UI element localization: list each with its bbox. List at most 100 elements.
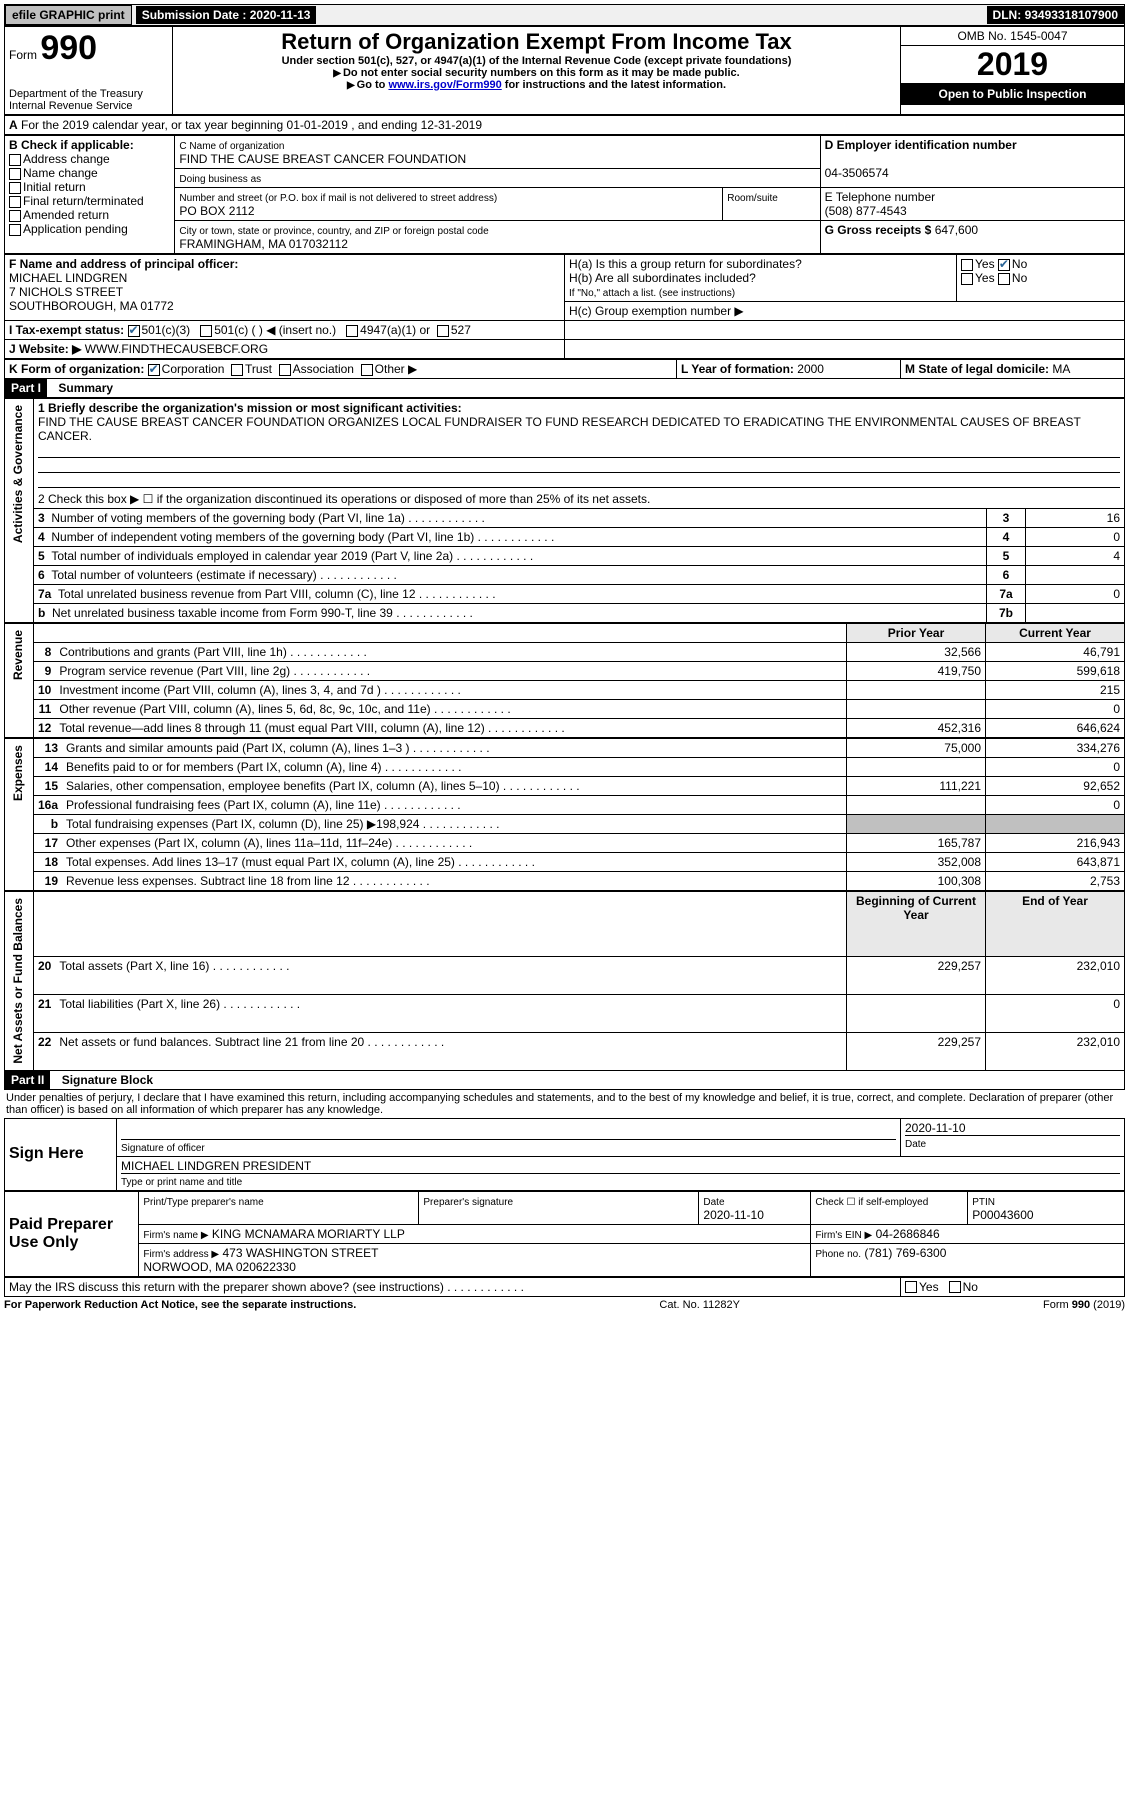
527: 527: [451, 323, 471, 337]
firm-name: KING MCNAMARA MORIARTY LLP: [212, 1227, 405, 1241]
pending-cb[interactable]: [9, 224, 21, 236]
expense-table: Expenses13Grants and similar amounts pai…: [4, 738, 1125, 891]
form-number: 990: [40, 29, 97, 67]
final-return: Final return/terminated: [23, 194, 144, 208]
preparer-block: Paid Preparer Use Only Print/Type prepar…: [4, 1191, 1125, 1277]
ha-no-cb[interactable]: [998, 259, 1010, 271]
gross-label: G Gross receipts $: [825, 223, 932, 237]
prep-phone-label: Phone no.: [815, 1249, 861, 1260]
boxm-label: M State of legal domicile:: [905, 362, 1049, 376]
period-row: A For the 2019 calendar year, or tax yea…: [4, 115, 1125, 135]
subdate: Submission Date : 2020-11-13: [136, 6, 317, 24]
mission: FIND THE CAUSE BREAST CANCER FOUNDATION …: [38, 415, 1081, 443]
note2-post: for instructions and the latest informat…: [502, 79, 726, 91]
note2-pre: Go to: [357, 79, 389, 91]
addr: PO BOX 2112: [179, 204, 254, 218]
initial-cb[interactable]: [9, 182, 21, 194]
subdate-label: Submission Date :: [142, 8, 247, 22]
type-label: Type or print name and title: [121, 1177, 242, 1188]
prep-date: 2020-11-10: [703, 1208, 764, 1222]
corp: Corporation: [162, 362, 225, 376]
part2-subtitle: Signature Block: [62, 1073, 153, 1087]
hb-yes-cb[interactable]: [961, 273, 973, 285]
footer-right: Form 990 (2019): [1043, 1299, 1125, 1311]
hb-no: No: [1012, 271, 1027, 285]
hb-yes: Yes: [975, 271, 995, 285]
prep-sig-label: Preparer's signature: [423, 1197, 513, 1208]
assoc: Association: [293, 362, 354, 376]
note1: Do not enter social security numbers on …: [343, 67, 740, 79]
part1-subtitle: Summary: [58, 381, 113, 395]
tax-year: 2019: [901, 46, 1124, 83]
top-bar: efile GRAPHIC print Submission Date : 20…: [4, 4, 1125, 26]
city-label: City or town, state or province, country…: [179, 226, 488, 237]
assoc-cb[interactable]: [279, 364, 291, 376]
netassets-table: Net Assets or Fund BalancesBeginning of …: [4, 891, 1125, 1071]
ha-yes: Yes: [975, 257, 995, 271]
firm-addr-label: Firm's address ▶: [143, 1249, 219, 1260]
501c3: 501(c)(3): [142, 323, 191, 337]
hc: H(c) Group exemption number ▶: [569, 304, 744, 318]
ptin-label: PTIN: [972, 1197, 995, 1208]
sign-block: Sign Here Signature of officer 2020-11-1…: [4, 1118, 1125, 1191]
ha-yes-cb[interactable]: [961, 259, 973, 271]
name-label: C Name of organization: [179, 141, 284, 152]
discuss-text: May the IRS discuss this return with the…: [9, 1280, 444, 1294]
klm-row: K Form of organization: Corporation Trus…: [4, 359, 1125, 379]
gross-value: 647,600: [935, 223, 978, 237]
officer-name: MICHAEL LINDGREN: [9, 271, 127, 285]
trust-cb[interactable]: [231, 364, 243, 376]
discuss-no: No: [963, 1280, 978, 1294]
501c-cb[interactable]: [200, 325, 212, 337]
boxl-label: L Year of formation:: [681, 362, 794, 376]
527-cb[interactable]: [437, 325, 449, 337]
header-table: Form 990 Department of the Treasury Inte…: [4, 26, 1125, 115]
pending: Application pending: [23, 222, 128, 236]
final-cb[interactable]: [9, 196, 21, 208]
officer-h-grid: F Name and address of principal officer:…: [4, 254, 1125, 359]
dln-value: 93493318107900: [1025, 8, 1118, 22]
boxb-label: B Check if applicable:: [9, 138, 134, 152]
room-label: Room/suite: [727, 193, 778, 204]
dept: Department of the Treasury Internal Reve…: [9, 88, 168, 112]
ha-no: No: [1012, 257, 1027, 271]
amended-cb[interactable]: [9, 210, 21, 222]
discuss-yes: Yes: [919, 1280, 939, 1294]
hb-note: If "No," attach a list. (see instruction…: [569, 288, 735, 299]
domicile: MA: [1052, 362, 1070, 376]
subtitle: Under section 501(c), 527, or 4947(a)(1)…: [177, 55, 896, 67]
subdate-value: 2020-11-13: [250, 8, 311, 22]
other-cb[interactable]: [361, 364, 373, 376]
ha: H(a) Is this a group return for subordin…: [569, 257, 802, 271]
firm-ein-label: Firm's EIN ▶: [815, 1230, 872, 1241]
boxj-label: J Website: ▶: [9, 342, 81, 356]
501c: 501(c) ( ) ◀ (insert no.): [214, 323, 336, 337]
discuss-yes-cb[interactable]: [905, 1281, 917, 1293]
ptin: P00043600: [972, 1208, 1033, 1222]
4947: 4947(a)(1) or: [360, 323, 430, 337]
name-change-cb[interactable]: [9, 168, 21, 180]
ag-label: Activities & Governance: [9, 401, 27, 547]
revenue-table: RevenuePrior YearCurrent Year8Contributi…: [4, 623, 1125, 738]
discuss-no-cb[interactable]: [949, 1281, 961, 1293]
open-public: Open to Public Inspection: [901, 83, 1124, 105]
corp-cb[interactable]: [148, 364, 160, 376]
hb: H(b) Are all subordinates included?: [569, 271, 756, 285]
main-title: Return of Organization Exempt From Incom…: [177, 29, 896, 55]
amended: Amended return: [23, 208, 109, 222]
city: FRAMINGHAM, MA 017032112: [179, 237, 348, 251]
efile-btn[interactable]: efile GRAPHIC print: [5, 5, 132, 25]
dln-label: DLN:: [993, 8, 1022, 22]
501c3-cb[interactable]: [128, 325, 140, 337]
4947-cb[interactable]: [346, 325, 358, 337]
sig-date: 2020-11-10: [905, 1121, 1120, 1136]
declaration: Under penalties of perjury, I declare th…: [4, 1090, 1125, 1118]
sign-here: Sign Here: [5, 1118, 117, 1190]
footer: For Paperwork Reduction Act Notice, see …: [4, 1297, 1125, 1311]
addr-change-cb[interactable]: [9, 154, 21, 166]
instructions-link[interactable]: www.irs.gov/Form990: [388, 79, 501, 91]
officer-addr2: SOUTHBOROUGH, MA 01772: [9, 299, 174, 313]
website: WWW.FINDTHECAUSEBCF.ORG: [85, 342, 268, 356]
hb-no-cb[interactable]: [998, 273, 1010, 285]
ein-value: 04-3506574: [825, 166, 889, 180]
